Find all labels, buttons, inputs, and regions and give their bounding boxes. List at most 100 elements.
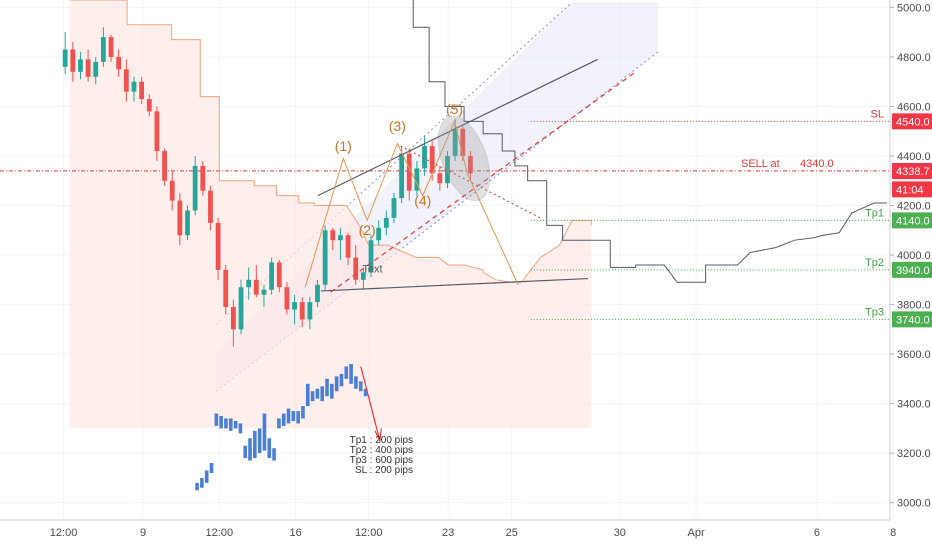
blue-block-9 — [238, 423, 243, 434]
price-tag-3 — [892, 181, 932, 198]
candle-body-46 — [414, 168, 420, 191]
target-ellipse — [438, 115, 491, 202]
blue-block-2 — [204, 470, 209, 483]
candle-body-21 — [223, 269, 229, 308]
supertrend-fill — [69, 0, 592, 429]
candle-body-38 — [353, 257, 359, 280]
time-tick-label-7: 30 — [614, 527, 626, 539]
time-axis[interactable]: 12:00 9 12:00 16 12:00 23 25 30 Apr 6 8 — [0, 519, 896, 539]
price-axis[interactable]: 5000.0 4800.0 4600.0 4400.0 4200.0 4000.0 3800… — [889, 0, 932, 520]
blue-block-19 — [286, 408, 291, 424]
blue-block-16 — [272, 448, 276, 461]
candle-body-30 — [292, 302, 297, 310]
text-marker: Text — [362, 263, 382, 275]
candle-body-14 — [169, 180, 175, 201]
blue-block-12 — [253, 430, 257, 459]
candle-body-24 — [246, 279, 252, 288]
candle-body-32 — [307, 302, 313, 320]
candle-body-37 — [345, 235, 351, 258]
blue-block-32 — [349, 364, 353, 384]
blue-block-1 — [200, 477, 204, 488]
price-tag-label-4: 4140.0 — [896, 215, 930, 227]
price-tick-label-3: 4400.0 — [897, 151, 931, 163]
candle-body-48 — [429, 146, 435, 174]
price-tag-label-0: 4540.0 — [896, 116, 930, 128]
blue-block-31 — [344, 366, 349, 379]
candle-body-27 — [269, 262, 275, 290]
candle-body-13 — [162, 151, 167, 181]
blue-block-30 — [339, 373, 344, 387]
blue-block-34 — [358, 381, 363, 392]
candle-body-7 — [116, 56, 122, 70]
pips-note-line-2: Tp3 : 600 pips — [350, 455, 413, 466]
wave-label-4: (5) — [446, 101, 463, 117]
wave-label-1: (2) — [359, 222, 376, 238]
time-tick-label-3: 16 — [289, 527, 301, 539]
candle-body-40 — [368, 240, 374, 273]
price-tag-4 — [892, 212, 932, 229]
pips-note-line-0: Tp1 : 200 pips — [350, 435, 413, 446]
blue-block-35 — [363, 388, 368, 397]
price-tag-0 — [892, 113, 932, 130]
candle-body-33 — [315, 284, 320, 303]
candle-body-45 — [406, 153, 412, 191]
candle-body-1 — [70, 49, 76, 72]
price-tag-label-3: 41:04 — [896, 184, 924, 196]
price-tick-label-2: 4600.0 — [897, 101, 931, 113]
price-tag-6 — [892, 311, 932, 328]
blue-block-11 — [248, 438, 252, 461]
time-tick-label-8: Apr — [688, 527, 705, 539]
price-tick-label-5: 4000.0 — [897, 250, 931, 262]
time-tick-label-4: 12:00 — [355, 527, 383, 539]
time-tick-label-0: 12:00 — [50, 527, 78, 539]
candle-body-28 — [276, 262, 282, 288]
blue-block-13 — [257, 428, 262, 454]
blue-block-pattern — [195, 364, 368, 491]
blue-block-18 — [281, 413, 286, 426]
candle-body-20 — [215, 222, 221, 270]
blue-block-6 — [224, 418, 228, 429]
lower-trendline — [321, 277, 589, 292]
candle-body-42 — [383, 217, 389, 228]
candle-body-5 — [100, 37, 106, 62]
time-tick-label-5: 23 — [442, 527, 454, 539]
candle-body-11 — [146, 99, 152, 112]
candle-body-6 — [108, 37, 114, 57]
price-axis-ticks: 5000.0 4800.0 4600.0 4400.0 4200.0 4000.0 3800… — [890, 2, 931, 510]
blue-block-10 — [243, 445, 248, 459]
candle-body-39 — [360, 272, 366, 280]
candle-body-16 — [185, 210, 190, 236]
pips-note-line-3: SL : 200 pips — [355, 465, 413, 476]
upper-trendline — [317, 58, 598, 197]
time-axis-ticks: 12:00 9 12:00 16 12:00 23 25 30 Apr 6 8 — [50, 527, 896, 539]
price-tick-label-1: 4800.0 — [897, 52, 931, 64]
trade-levels: SL SELL at 4340.0 Tp1 Tp2 Tp3 — [0, 108, 890, 320]
candle-body-25 — [253, 279, 259, 295]
level-price-sell: 4340.0 — [800, 158, 834, 170]
price-tick-label-7: 3600.0 — [897, 349, 931, 361]
step-line — [412, 0, 887, 283]
candle-body-4 — [93, 61, 99, 77]
candle-body-26 — [261, 289, 267, 295]
blue-block-7 — [228, 418, 233, 431]
price-tag-label-5: 3940.0 — [896, 265, 930, 277]
level-label-SL: SL — [871, 108, 884, 120]
candle-body-51 — [452, 128, 458, 156]
blue-block-5 — [219, 416, 223, 429]
candle-body-35 — [330, 230, 336, 241]
candle-body-52 — [460, 128, 466, 156]
blue-block-21 — [296, 411, 300, 424]
blue-block-14 — [262, 413, 267, 451]
time-tick-label-1: 9 — [140, 527, 146, 539]
candle-body-31 — [299, 302, 305, 320]
trend-drawings: Text — [304, 58, 637, 443]
time-tick-label-9: 6 — [814, 527, 820, 539]
blue-block-17 — [277, 418, 281, 429]
price-tick-label-10: 3000.0 — [897, 498, 931, 510]
elliott-wave-labels: (1) (2) (3) (4) (5) — [335, 101, 463, 238]
candle-body-36 — [338, 235, 343, 241]
down-arrow-head — [374, 428, 383, 443]
